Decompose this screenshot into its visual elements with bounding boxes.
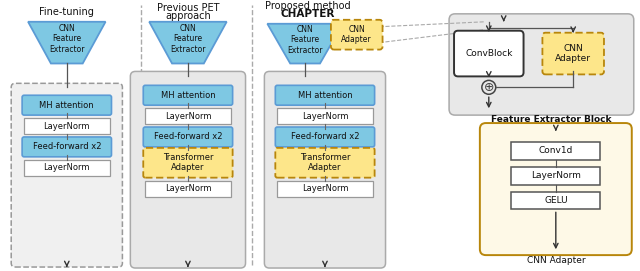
Text: ⊕: ⊕ (484, 81, 494, 94)
FancyBboxPatch shape (22, 95, 111, 115)
FancyBboxPatch shape (264, 72, 385, 268)
Polygon shape (149, 22, 227, 63)
Text: CNN
Feature
Extractor: CNN Feature Extractor (287, 25, 323, 54)
Text: MH attention: MH attention (298, 91, 352, 100)
Text: CNN Adapter: CNN Adapter (527, 256, 585, 264)
Bar (511, 142, 600, 160)
FancyBboxPatch shape (331, 20, 383, 50)
Text: GELU: GELU (544, 196, 568, 205)
FancyBboxPatch shape (12, 83, 122, 267)
FancyBboxPatch shape (543, 33, 604, 75)
Text: Feed-forward x2: Feed-forward x2 (154, 133, 222, 141)
Text: approach: approach (165, 11, 211, 21)
FancyBboxPatch shape (143, 148, 232, 178)
Text: Feed-forward x2: Feed-forward x2 (33, 142, 101, 151)
Polygon shape (28, 22, 106, 63)
Text: Transformer
Adapter: Transformer Adapter (300, 153, 350, 172)
Bar (511, 167, 600, 185)
Text: CNN
Adapter: CNN Adapter (555, 44, 591, 63)
Text: Feed-forward x2: Feed-forward x2 (291, 133, 359, 141)
FancyBboxPatch shape (143, 127, 232, 147)
Text: CNN
Feature
Extractor: CNN Feature Extractor (170, 24, 205, 54)
Text: LayerNorm: LayerNorm (301, 184, 348, 193)
Bar (145, 181, 230, 196)
Bar (277, 181, 372, 196)
Bar (24, 118, 109, 134)
Bar (24, 160, 109, 176)
Bar (145, 108, 230, 124)
FancyBboxPatch shape (143, 85, 232, 105)
Text: CNN
Feature
Extractor: CNN Feature Extractor (49, 24, 84, 54)
Text: MH attention: MH attention (40, 101, 94, 110)
Text: LayerNorm: LayerNorm (164, 184, 211, 193)
FancyBboxPatch shape (449, 14, 634, 115)
Text: MH attention: MH attention (161, 91, 215, 100)
Text: LayerNorm: LayerNorm (531, 171, 580, 180)
Text: Conv1d: Conv1d (539, 146, 573, 155)
Text: Feature Extractor Block: Feature Extractor Block (491, 115, 612, 124)
Text: CHAPTER: CHAPTER (281, 9, 335, 19)
Text: LayerNorm: LayerNorm (44, 163, 90, 172)
Text: Transformer
Adapter: Transformer Adapter (163, 153, 213, 172)
FancyBboxPatch shape (275, 148, 374, 178)
Text: CNN
Adapter: CNN Adapter (341, 25, 372, 44)
FancyBboxPatch shape (131, 72, 246, 268)
Text: LayerNorm: LayerNorm (164, 112, 211, 121)
FancyBboxPatch shape (22, 137, 111, 157)
Text: Fine-tuning: Fine-tuning (40, 7, 94, 17)
Polygon shape (268, 24, 343, 63)
Text: Previous PET: Previous PET (157, 3, 219, 13)
FancyBboxPatch shape (454, 31, 524, 76)
Text: LayerNorm: LayerNorm (44, 121, 90, 131)
Bar (277, 108, 372, 124)
FancyBboxPatch shape (275, 85, 374, 105)
Text: Proposed method: Proposed method (265, 1, 351, 11)
FancyBboxPatch shape (480, 123, 632, 255)
Text: ConvBlock: ConvBlock (465, 49, 513, 58)
FancyBboxPatch shape (275, 127, 374, 147)
Text: LayerNorm: LayerNorm (301, 112, 348, 121)
Bar (511, 192, 600, 209)
